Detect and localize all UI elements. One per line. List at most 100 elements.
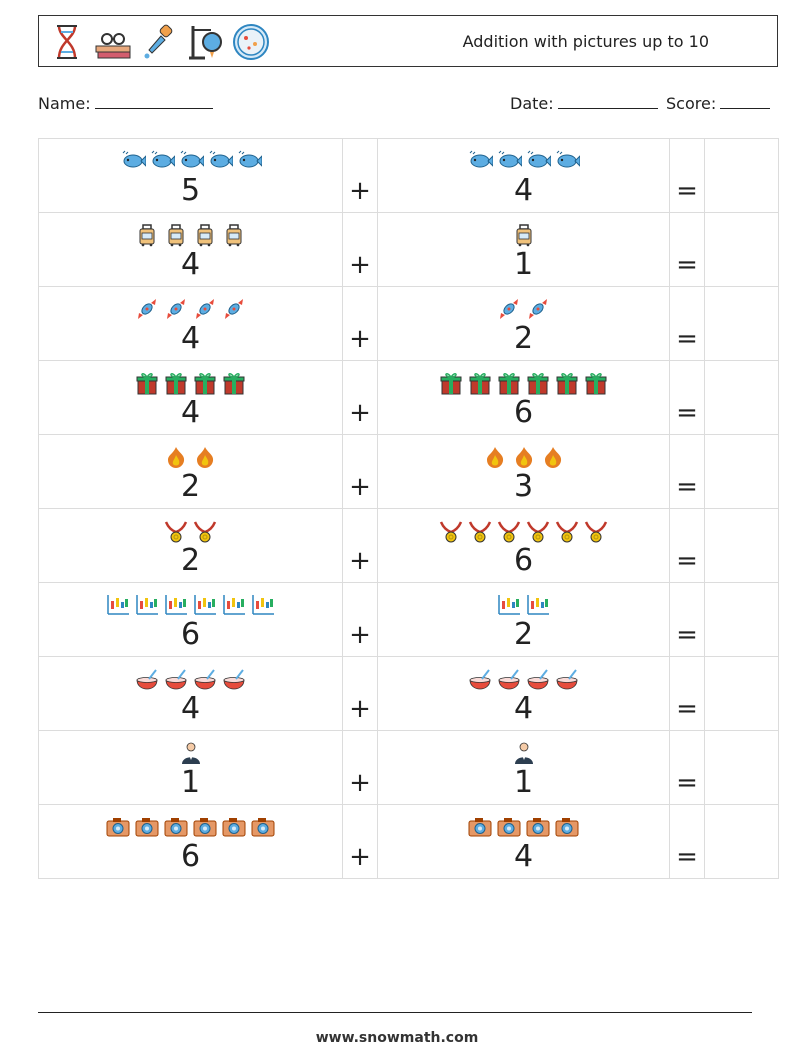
answer-cell[interactable] (704, 138, 779, 213)
name-field[interactable]: Name: (38, 94, 213, 113)
equals-cell: = (669, 804, 705, 879)
medal-icon (584, 521, 608, 543)
luggage-icon (168, 224, 184, 247)
candlestick-chart-icon (223, 595, 245, 615)
addend-b-cell: 3 (377, 434, 670, 509)
bowl-icon (165, 669, 187, 690)
addend-b-pictures (378, 592, 669, 618)
addend-a-cell: 4 (38, 212, 343, 287)
addend-b-number: 1 (513, 765, 534, 800)
candy-icon (167, 299, 185, 319)
problem-row: 6 +4 = (38, 804, 779, 879)
gift-icon (556, 373, 578, 395)
addend-b-cell: 6 (377, 508, 670, 583)
plus-cell: + (342, 434, 378, 509)
addend-a-pictures (39, 740, 342, 766)
answer-cell[interactable] (704, 804, 779, 879)
luggage-icon (197, 224, 213, 247)
bowl-icon (194, 669, 216, 690)
candy-icon (138, 299, 156, 319)
equals-cell: = (669, 730, 705, 805)
medal-icon (164, 521, 188, 543)
answer-cell[interactable] (704, 212, 779, 287)
answer-cell[interactable] (704, 286, 779, 361)
score-label: Score: (666, 94, 717, 113)
problem-row: 4 +2 = (38, 286, 779, 361)
addend-a-pictures (39, 222, 342, 248)
addend-a-number: 4 (180, 321, 201, 356)
medal-icon (497, 521, 521, 543)
answer-cell[interactable] (704, 730, 779, 805)
fish-icon (238, 150, 262, 168)
bowl-icon (556, 669, 578, 690)
bowl-icon (136, 669, 158, 690)
candlestick-chart-icon (527, 595, 549, 615)
addend-b-cell: 2 (377, 582, 670, 657)
addend-b-number: 4 (513, 839, 534, 874)
addend-a-cell: 4 (38, 656, 343, 731)
equals-cell: = (669, 508, 705, 583)
addend-b-pictures (378, 740, 669, 766)
answer-cell[interactable] (704, 582, 779, 657)
gift-icon (498, 373, 520, 395)
candy-icon (500, 299, 518, 319)
equals-sign: = (676, 620, 698, 650)
date-field[interactable]: Date: (510, 94, 658, 113)
camera-icon (251, 818, 275, 837)
fish-icon (469, 150, 493, 168)
equals-cell: = (669, 138, 705, 213)
addend-b-cell: 4 (377, 138, 670, 213)
addend-a-cell: 6 (38, 804, 343, 879)
plus-cell: + (342, 508, 378, 583)
answer-cell[interactable] (704, 434, 779, 509)
plus-sign: + (349, 694, 371, 724)
addend-b-cell: 1 (377, 730, 670, 805)
gift-icon (585, 373, 607, 395)
fire-icon (515, 447, 532, 468)
gift-icon (440, 373, 462, 395)
addend-a-number: 6 (180, 839, 201, 874)
equals-sign: = (676, 842, 698, 872)
camera-icon (526, 818, 550, 837)
equals-sign: = (676, 250, 698, 280)
fish-icon (209, 150, 233, 168)
answer-cell[interactable] (704, 508, 779, 583)
addend-a-number: 2 (180, 469, 201, 504)
addend-b-number: 4 (513, 173, 534, 208)
plus-sign: + (349, 324, 371, 354)
plus-sign: + (349, 620, 371, 650)
bowl-icon (469, 669, 491, 690)
camera-icon (135, 818, 159, 837)
plus-cell: + (342, 730, 378, 805)
addend-a-number: 5 (180, 173, 201, 208)
addend-b-cell: 4 (377, 656, 670, 731)
medal-icon (526, 521, 550, 543)
addend-a-cell: 4 (38, 286, 343, 361)
fish-icon (556, 150, 580, 168)
addend-a-number: 4 (180, 395, 201, 430)
fish-icon (122, 150, 146, 168)
addend-b-pictures (378, 222, 669, 248)
addend-a-number: 4 (180, 247, 201, 282)
candlestick-chart-icon (107, 595, 129, 615)
addend-b-cell: 2 (377, 286, 670, 361)
equals-cell: = (669, 286, 705, 361)
header-icons (47, 20, 271, 64)
answer-cell[interactable] (704, 360, 779, 435)
candy-icon (529, 299, 547, 319)
dna-icon (57, 25, 77, 59)
addend-b-pictures (378, 296, 669, 322)
problem-row: 4 +6 = (38, 360, 779, 435)
fire-icon (486, 447, 503, 468)
addend-b-pictures (378, 148, 669, 174)
answer-cell[interactable] (704, 656, 779, 731)
medal-icon (468, 521, 492, 543)
addend-b-pictures (378, 518, 669, 544)
camera-icon (193, 818, 217, 837)
equals-sign: = (676, 324, 698, 354)
equals-cell: = (669, 360, 705, 435)
fire-icon (197, 447, 214, 468)
score-field[interactable]: Score: (666, 94, 771, 113)
candy-icon (225, 299, 243, 319)
addend-b-pictures (378, 370, 669, 396)
